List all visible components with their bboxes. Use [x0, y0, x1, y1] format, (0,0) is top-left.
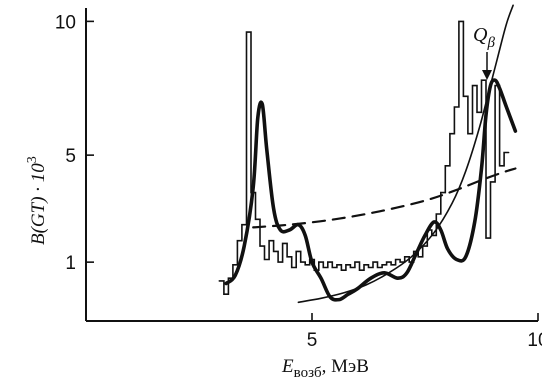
y-tick-label: 10: [55, 12, 76, 33]
y-tick-label: 5: [65, 146, 76, 167]
thin-curve-series: [297, 4, 514, 304]
axes: [85, 8, 538, 322]
y-tick-label: 1: [65, 253, 76, 274]
ticks: 5101510: [55, 12, 542, 351]
x-axis-label: Eвозб, МэВ: [281, 356, 369, 381]
q-beta-arrow: [482, 52, 492, 80]
x-tick-label: 10: [527, 330, 542, 351]
q-beta-label: Qβ: [473, 24, 495, 51]
x-tick-label: 5: [307, 330, 318, 351]
histogram-series: [218, 20, 510, 295]
thick-curve-series: [224, 78, 518, 302]
dashed-curve-series: [252, 167, 517, 229]
y-axis-label: B(GT) · 103: [25, 156, 49, 245]
series-layer: [218, 4, 518, 304]
